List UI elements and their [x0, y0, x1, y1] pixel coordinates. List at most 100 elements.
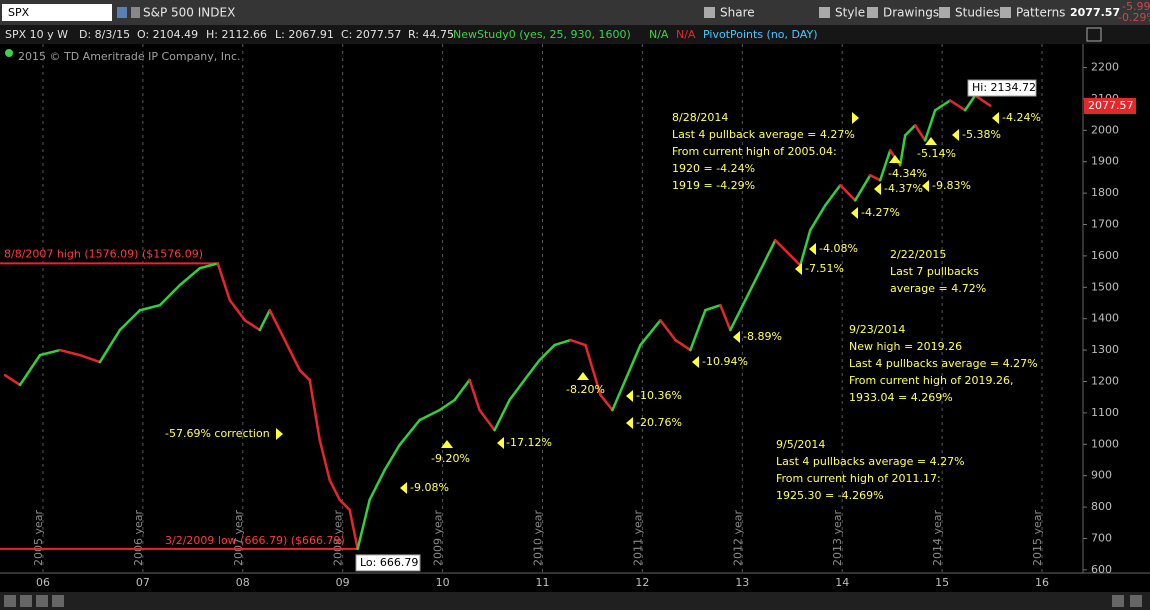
price-segment [308, 378, 321, 442]
y-tick-label: 2200 [1091, 61, 1119, 74]
price-segment [453, 378, 471, 402]
price-segment [553, 338, 572, 347]
price-segment [243, 319, 262, 332]
tool-icon[interactable] [4, 595, 16, 607]
x-tick-label: 12 [635, 576, 649, 589]
pivots[interactable]: PivotPoints (no, DAY) [703, 28, 818, 41]
price-segment [853, 173, 872, 202]
y-tick-label: 1400 [1091, 312, 1119, 325]
price-segment [538, 343, 556, 362]
period-label: 2010 year [531, 509, 544, 566]
price-segment [198, 262, 220, 270]
period-label: 2009 year [432, 509, 445, 566]
note-line: 8/28/2014 [672, 111, 728, 124]
period-label: 2006 year [132, 509, 145, 566]
price-segment [809, 204, 827, 232]
button-icon [939, 7, 950, 18]
pullback-label: -9.83% [932, 179, 971, 192]
price-segment [674, 338, 692, 352]
price-segment [569, 338, 587, 347]
marker-arrow [852, 112, 859, 124]
zoom-icon[interactable] [1130, 595, 1142, 607]
price-segment [398, 418, 421, 447]
x-tick-label: 14 [835, 576, 849, 589]
marker-arrow [889, 155, 901, 163]
x-tick-label: 11 [535, 576, 549, 589]
marker-arrow [874, 183, 881, 195]
x-tick-label: 08 [236, 576, 250, 589]
price-segment [328, 478, 341, 502]
study-na: N/A [649, 28, 669, 41]
note-line: 1933.04 = 4.269% [849, 391, 953, 404]
close-button[interactable] [1086, 27, 1102, 42]
note-line: New high = 2019.26 [849, 340, 962, 353]
price-segment [268, 308, 281, 332]
marker-arrow [992, 112, 999, 124]
last-price-tag [1084, 97, 1136, 114]
last-price: 2077.57 [1070, 6, 1120, 19]
price-segment [659, 319, 677, 342]
price-segment [599, 393, 614, 412]
price-segment [3, 373, 22, 387]
button-icon [704, 7, 715, 18]
x-tick-label: 10 [436, 576, 450, 589]
toolbar-button[interactable]: Share [720, 6, 755, 20]
note-line: 1925.30 = -4.269% [776, 489, 884, 502]
period-label: 2014 year [931, 509, 944, 566]
pullback-label: -17.12% [506, 436, 552, 449]
period-label: 2011 year [631, 509, 644, 566]
toolbar-button[interactable]: Patterns [1016, 6, 1065, 20]
price-segment [923, 108, 937, 142]
price-segment [584, 343, 602, 397]
marker-arrow [925, 137, 937, 145]
price-segment [356, 498, 371, 551]
x-tick-label: 07 [136, 576, 150, 589]
marker-arrow [952, 129, 959, 141]
price-segment [523, 358, 541, 382]
toolbar-button[interactable]: Drawings [883, 6, 939, 20]
info-bar [0, 25, 1150, 44]
tool-icon[interactable] [20, 595, 32, 607]
price-segment [78, 353, 102, 364]
zoom-icon[interactable] [1112, 595, 1124, 607]
dropdown-icon[interactable] [117, 7, 127, 18]
toolbar-button[interactable]: Style [835, 6, 865, 20]
price-segment [158, 283, 182, 307]
period-label: 2008 year [332, 509, 345, 566]
ohlc-item: O: 2104.49 [137, 28, 198, 41]
note-line: 1919 = -4.29% [672, 179, 755, 192]
toolbar-button[interactable]: Studies [955, 6, 1000, 20]
price-segment [18, 353, 42, 387]
price-segment [704, 303, 722, 312]
price-segment [868, 173, 882, 182]
lo-box [355, 554, 421, 572]
y-tick-label: 1200 [1091, 374, 1119, 387]
tool-icon[interactable] [36, 595, 48, 607]
price-segment [973, 94, 992, 107]
pullback-label: -4.27% [861, 206, 900, 219]
pullback-label: -20.76% [636, 416, 682, 429]
pullback-label: -57.69% correction [165, 427, 270, 440]
pullback-label: -10.94% [702, 355, 748, 368]
price-segment [823, 184, 842, 207]
note-line: average = 4.72% [890, 282, 986, 295]
pullback-label: -8.89% [743, 330, 782, 343]
symbol-input[interactable] [2, 4, 112, 21]
button-icon [819, 7, 830, 18]
period-label: 2012 year [731, 509, 744, 566]
price-segment [744, 269, 762, 302]
note-line: Last 4 pullbacks average = 4.27% [849, 357, 1038, 370]
price-segment [729, 298, 747, 332]
x-tick-label: 09 [336, 576, 350, 589]
price-segment [493, 398, 511, 432]
chart-settings[interactable]: SPX 10 y W [5, 28, 68, 41]
study[interactable]: NewStudy0 (yes, 25, 930, 1600) [453, 28, 631, 41]
tool-icon[interactable] [52, 595, 64, 607]
price-segment [468, 378, 481, 412]
price-segment [216, 262, 232, 302]
price-segment [118, 308, 142, 332]
note-line: Last 4 pullbacks average = 4.27% [776, 455, 965, 468]
price-segment [799, 228, 812, 267]
price-segment [838, 184, 857, 202]
price-segment [789, 254, 802, 267]
